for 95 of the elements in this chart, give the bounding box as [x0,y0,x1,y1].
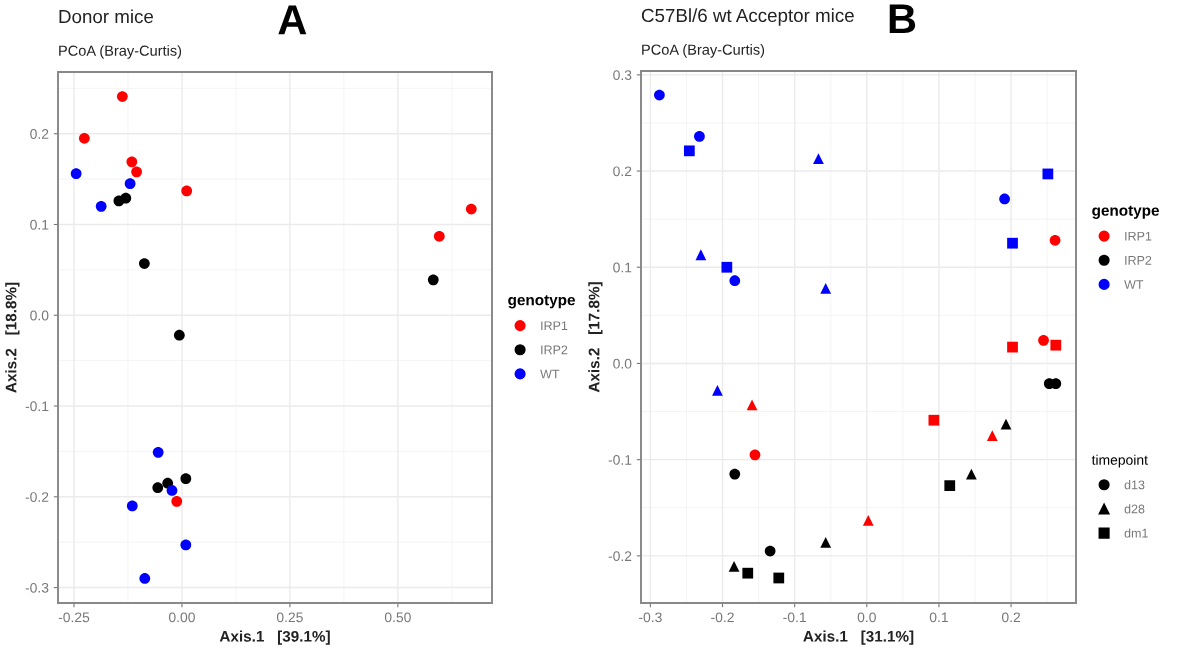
point [820,537,832,548]
text: genotype [1092,205,1159,219]
x-tick-label: 0.2 [1001,612,1021,623]
point [124,178,136,190]
point [427,274,439,286]
point [139,573,151,584]
point [986,430,998,441]
point [78,132,90,144]
x-tick-label: -0.25 [58,612,90,623]
point [152,446,164,458]
point [126,500,138,512]
x-tick-label: 0.0 [857,612,876,623]
legend-label: dm1 [1124,528,1148,538]
point [695,249,707,261]
point [465,203,477,215]
point [433,230,445,242]
legend-label: WT [1124,280,1144,289]
point [694,131,705,142]
legend-label: IRP1 [1125,231,1152,241]
point [813,153,824,164]
y-tick-label: 0.1 [613,262,632,273]
y-tick-label: -0.2 [608,551,632,562]
x-tick-label: -0.3 [639,612,662,623]
legend-label: IRP1 [541,321,568,330]
x-tick-label: 0.25 [276,612,303,623]
y-tick-label: 0.2 [613,166,632,177]
y-tick-label: -0.2 [25,492,49,502]
y-axis-title: Axis.2 [18.8%] [5,282,20,393]
x-axis-title: Axis.1 [31.1%] [803,630,914,645]
y-axis-title: Axis.2 [17.8%] [588,282,603,393]
point [773,572,785,584]
legend-label: WT [540,369,560,379]
point [181,185,193,197]
point [746,399,758,411]
point [126,156,138,168]
y-tick-label: 0.0 [30,310,49,321]
point [729,468,741,480]
y-tick-label: -0.3 [25,582,49,593]
chart-subtitle: PCoA (Bray-Curtis) [642,44,765,58]
point [728,561,740,572]
x-tick-label: 0.1 [929,612,948,623]
point [654,89,665,101]
point [966,468,977,480]
point [712,385,723,396]
point [95,200,107,212]
point [166,485,178,496]
point [1042,168,1054,180]
point [131,166,142,178]
chart-title: Donor mice [59,9,154,24]
text: timepoint [1091,454,1148,468]
point [70,168,82,180]
point [1049,234,1061,246]
y-tick-label: 0.0 [613,358,632,369]
y-tick-label: 0.2 [30,129,49,139]
point [1050,339,1062,351]
chart-subtitle: PCoA (Bray-Curtis) [59,45,182,59]
point [171,495,183,507]
x-tick-label: -0.2 [711,612,734,623]
point [180,539,192,551]
point [944,480,956,492]
x-tick-label: -0.1 [783,612,806,623]
y-tick-label: 0.3 [613,70,632,81]
point [120,192,132,204]
legend-label: IRP2 [541,345,568,355]
chart-title: C57Bl/6 wt Acceptor mice [641,8,854,26]
y-tick-label: -0.1 [25,401,49,412]
text: A [278,5,307,35]
legend-label: d28 [1124,504,1145,514]
text: B [889,4,916,34]
point [180,473,192,485]
point [742,567,754,579]
point [862,514,874,526]
legend-label: d13 [1124,480,1145,490]
point [764,545,776,557]
point [820,283,832,294]
point [173,329,185,341]
point [683,145,695,157]
point [928,414,940,426]
point [721,261,733,273]
x-tick-label: 0.00 [168,612,195,623]
point [138,258,150,269]
legend-label: IRP2 [1125,255,1152,265]
x-axis-title: Axis.1 [39.1%] [219,630,330,645]
point [1007,237,1018,249]
legend-title: genotype [508,295,575,309]
point [152,482,164,494]
y-tick-label: 0.1 [30,219,49,230]
point [1038,334,1049,346]
point [999,193,1010,205]
point [1007,341,1018,353]
point [749,449,761,461]
point [116,91,128,102]
y-tick-label: -0.1 [608,454,632,465]
point [729,275,741,287]
x-tick-label: 0.50 [384,612,411,623]
